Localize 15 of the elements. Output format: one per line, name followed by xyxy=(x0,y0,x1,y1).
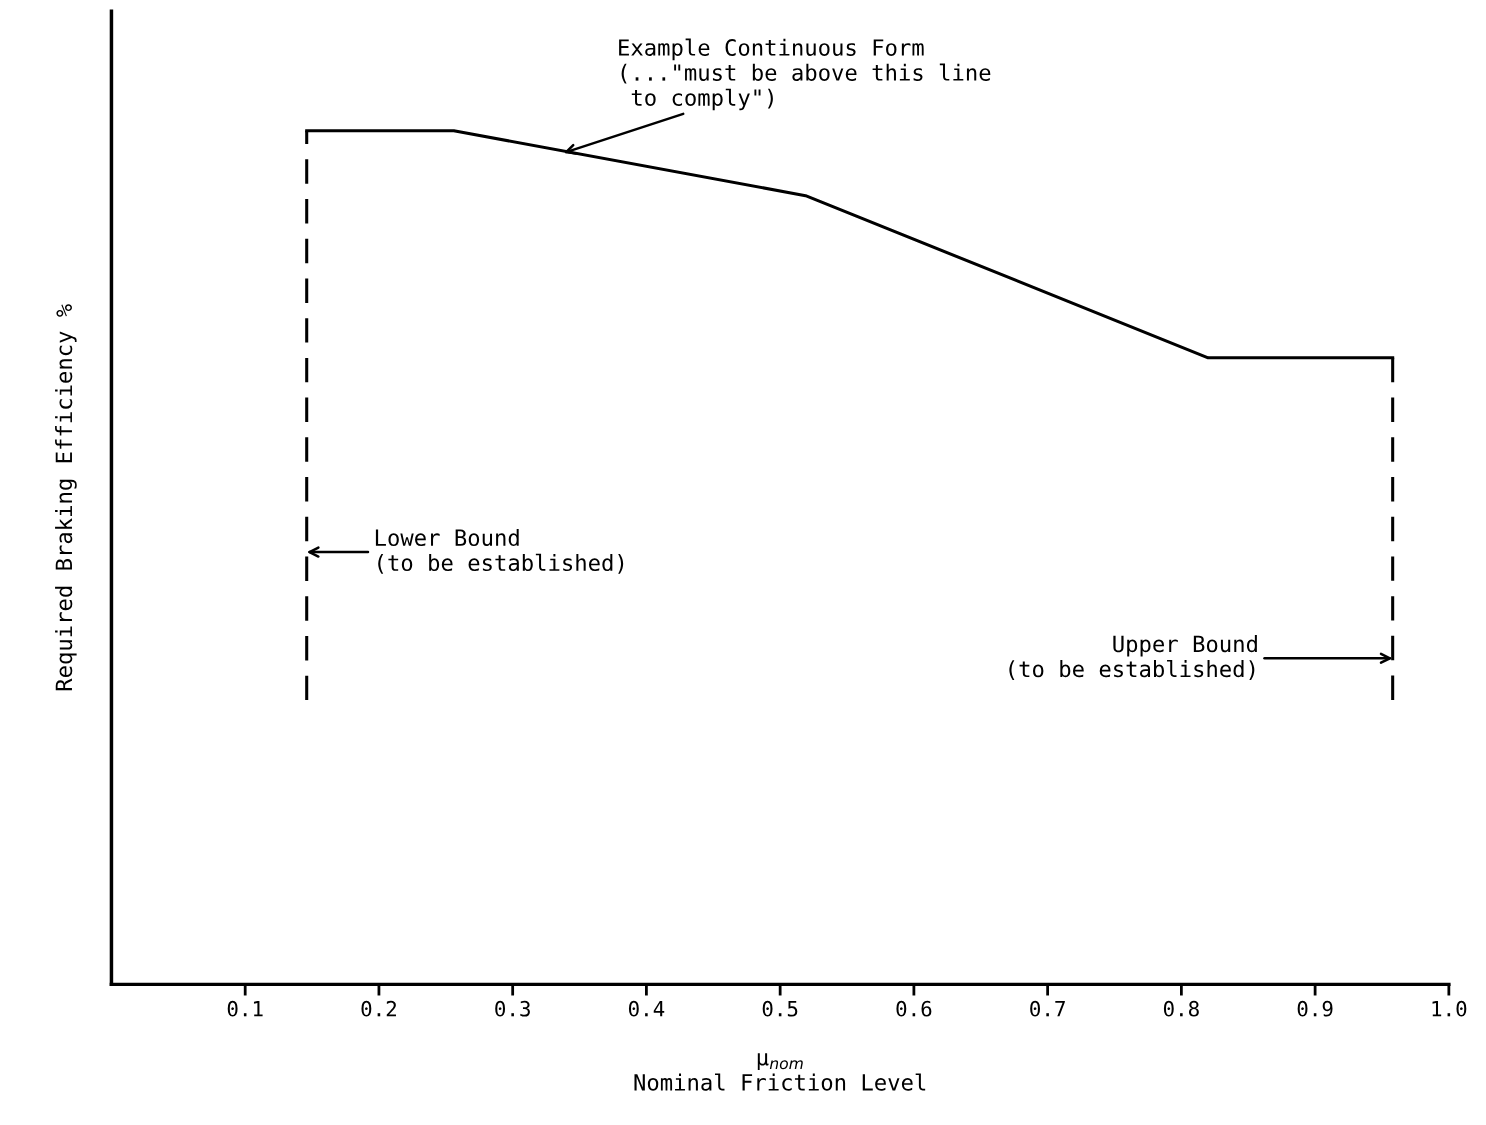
x-tick-label: 0.9 xyxy=(1297,1000,1333,1017)
x-tick-label: 0.8 xyxy=(1163,1000,1199,1017)
x-tick-label: 0.7 xyxy=(1030,1000,1065,1017)
annotation: Example Continuous Form (..."must be above this line to comply") xyxy=(619,38,991,111)
x-tick-label: 0.5 xyxy=(762,1000,798,1017)
y-axis-title: Required Braking Efficiency % xyxy=(55,304,77,691)
x-tick-label: 0.2 xyxy=(361,1000,396,1017)
x-tick-label: 0.4 xyxy=(628,1000,665,1017)
x-tick-label: 0.3 xyxy=(495,1000,530,1017)
annotation: Upper Bound (to be established) xyxy=(1009,635,1257,680)
x-tick-label: 1.0 xyxy=(1432,1000,1467,1017)
x-tick-label: 0.6 xyxy=(896,1000,932,1017)
annotation: Lower Bound (to be established) xyxy=(375,528,624,574)
x-axis-title: μ$_{nom}$ Nominal Friction Level xyxy=(634,1053,926,1091)
x-tick-label: 0.1 xyxy=(227,1000,263,1017)
